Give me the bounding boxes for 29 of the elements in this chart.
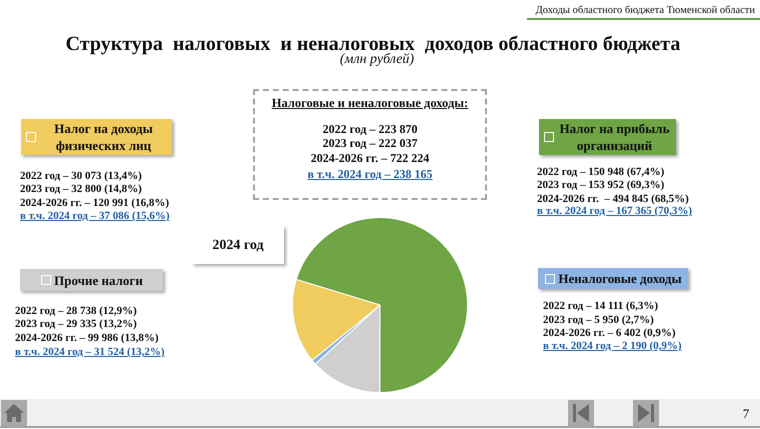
- text: 2024-2026 гг. – 494 845 (68,5%): [537, 192, 689, 206]
- text: 2024-2026 гг. – 6 402 (0,9%): [543, 326, 676, 340]
- text: 2022 год – 28 738 (12,9%): [15, 304, 137, 318]
- text: 2022 год – 14 111 (6,3%): [543, 299, 658, 313]
- text: в т.ч. 2024 год – 31 524 (13,2%): [15, 345, 165, 359]
- text: 2022 год – 150 948 (67,4%): [537, 165, 664, 179]
- text: 2023 год – 29 335 (13,2%): [15, 317, 137, 331]
- text: 2022 год – 223 870: [322, 122, 418, 136]
- text: 2024-2026 гг. – 99 986 (13,8%): [15, 331, 158, 345]
- text: 2024 год: [212, 236, 264, 254]
- chart-subtitle: (млн рублей): [340, 51, 414, 69]
- text: 2024-2026 гг. – 120 991 (16,8%): [20, 196, 169, 210]
- text: в т.ч. 2024 год – 37 086 (15,6%): [20, 209, 170, 223]
- text: 2023 год – 153 952 (69,3%): [537, 178, 664, 192]
- legend-label: Неналоговые доходы: [558, 270, 682, 287]
- text: Доходы областного бюджета Тюменской области: [536, 4, 755, 16]
- text: в т.ч. 2024 год – 238 165: [307, 167, 433, 181]
- text: 2023 год – 222 037: [322, 136, 418, 150]
- legend-label: Налог на доходы физических лиц: [53, 120, 154, 154]
- text: Налоговые и неналоговые доходы:: [272, 96, 468, 110]
- text: в т.ч. 2024 год – 2 190 (0,9%): [543, 339, 682, 353]
- text: 2024-2026 гг. – 722 224: [310, 151, 430, 165]
- text: 2022 год – 30 073 (13,4%): [20, 169, 142, 183]
- text: 2023 год – 32 800 (14,8%): [20, 182, 142, 196]
- text: в т.ч. 2024 год – 167 365 (70,3%): [537, 204, 692, 218]
- text: 7: [742, 406, 750, 422]
- legend-label: Налог на прибыль организаций: [558, 120, 670, 154]
- text: 2023 год – 5 950 (2,7%): [543, 313, 654, 327]
- legend-label: Прочие налоги: [54, 272, 143, 288]
